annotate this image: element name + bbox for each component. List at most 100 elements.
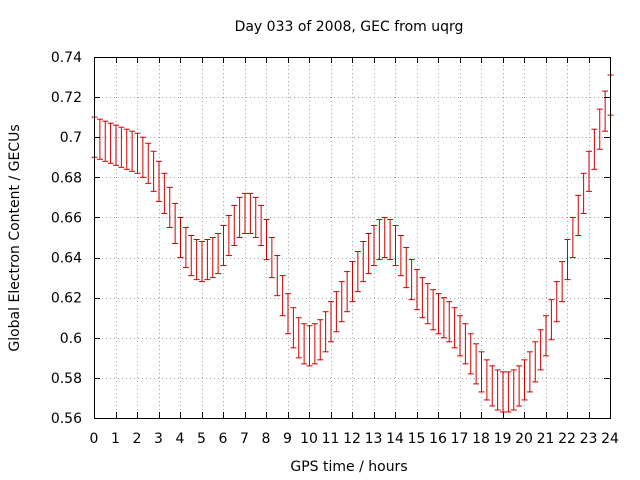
error-bar — [403, 247, 410, 289]
error-bar — [113, 124, 119, 166]
error-bar — [209, 237, 216, 279]
error-bar — [559, 261, 566, 303]
x-tick-label: 1 — [111, 431, 120, 447]
error-bar — [242, 192, 248, 234]
x-tick-label: 20 — [515, 431, 533, 447]
error-bar — [177, 216, 184, 259]
error-bar — [139, 136, 146, 178]
error-bar — [145, 142, 152, 184]
x-tick-label: 24 — [601, 431, 619, 447]
x-tick-label: 4 — [176, 431, 185, 447]
x-tick-label: 16 — [429, 431, 447, 447]
error-bar — [172, 202, 179, 245]
error-bar — [285, 293, 291, 335]
error-bar — [419, 277, 426, 319]
error-bar — [591, 128, 598, 170]
x-tick-label: 11 — [322, 431, 340, 447]
error-bar — [473, 343, 480, 385]
error-bar — [107, 122, 114, 164]
error-bar — [569, 216, 576, 259]
error-bar — [102, 120, 109, 162]
error-bar — [161, 172, 168, 214]
error-bar — [387, 218, 394, 261]
error-bar — [543, 315, 549, 357]
x-tick-label: 18 — [472, 431, 490, 447]
error-bar — [236, 196, 243, 238]
error-bar — [360, 241, 367, 283]
x-tick-label: 14 — [386, 431, 404, 447]
x-tick-label: 15 — [408, 431, 426, 447]
x-tick-label: 2 — [133, 431, 142, 447]
error-bar — [349, 261, 356, 303]
error-bar — [424, 283, 431, 325]
x-tick-label: 17 — [451, 431, 469, 447]
error-bar — [301, 323, 308, 365]
error-bar — [344, 271, 351, 313]
error-bar — [258, 204, 265, 247]
y-tick-label: 0.64 — [51, 251, 82, 267]
error-bar — [596, 108, 603, 150]
y-tick-label: 0.74 — [51, 50, 82, 66]
error-bar — [505, 371, 512, 413]
error-bar — [381, 216, 388, 259]
error-bar — [328, 301, 334, 343]
y-axis-label: Global Electron Content / GECUs — [7, 124, 23, 351]
error-bar — [440, 297, 447, 339]
error-bar — [268, 237, 275, 279]
error-bar — [397, 234, 404, 277]
x-tick-label: 0 — [90, 431, 99, 447]
y-tick-label: 0.58 — [51, 371, 82, 387]
x-tick-label: 6 — [219, 431, 228, 447]
error-bar — [333, 291, 340, 333]
error-bar — [123, 128, 130, 170]
chart-title: Day 033 of 2008, GEC from uqrg — [235, 19, 464, 35]
error-bar — [462, 323, 469, 365]
error-bar — [564, 239, 571, 281]
y-tick-label: 0.72 — [51, 90, 82, 106]
x-tick-label: 7 — [240, 431, 249, 447]
x-tick-label: 5 — [197, 431, 206, 447]
error-bar — [263, 218, 270, 261]
error-bar — [435, 293, 442, 335]
error-bar — [489, 365, 496, 407]
error-bar — [516, 365, 523, 407]
y-tick-label: 0.66 — [51, 210, 82, 226]
error-bar — [408, 259, 415, 301]
error-bar — [199, 241, 205, 283]
error-bar — [134, 132, 141, 174]
error-bar — [295, 317, 302, 359]
error-bar — [220, 224, 227, 267]
error-bar — [225, 214, 232, 257]
error-bar — [521, 359, 528, 401]
x-tick-label: 12 — [343, 431, 361, 447]
error-bar — [188, 234, 195, 277]
error-bar — [290, 307, 297, 349]
error-bar — [156, 160, 162, 202]
error-bar — [204, 239, 211, 281]
error-bar — [166, 186, 173, 228]
error-bar — [537, 329, 544, 371]
x-tick-label: 22 — [558, 431, 576, 447]
error-bar — [182, 226, 189, 269]
x-tick-label: 3 — [154, 431, 163, 447]
error-bar — [322, 311, 329, 353]
error-bar — [392, 224, 399, 267]
error-bar — [483, 359, 490, 401]
error-bar — [129, 130, 136, 172]
x-tick-label: 10 — [300, 431, 318, 447]
y-tick-label: 0.56 — [51, 411, 82, 427]
error-bar — [118, 126, 125, 168]
error-bar — [500, 371, 506, 413]
error-bar — [150, 150, 157, 192]
x-tick-label: 19 — [494, 431, 512, 447]
error-bar — [553, 281, 560, 323]
error-bar — [510, 369, 517, 411]
error-bar — [354, 251, 361, 293]
error-bar — [317, 319, 324, 361]
error-bar — [274, 255, 281, 297]
error-bar — [494, 369, 501, 411]
x-tick-label: 23 — [580, 431, 598, 447]
error-bar — [231, 204, 238, 247]
error-bar — [575, 194, 582, 236]
